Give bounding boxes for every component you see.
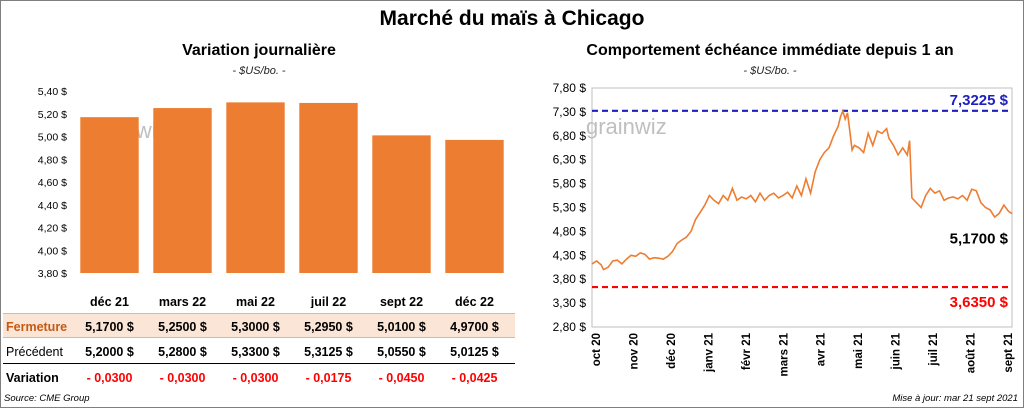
line-x-tick-label: mai 21 xyxy=(853,332,865,368)
bar-y-tick-label: 4,80 $ xyxy=(38,154,67,166)
line-chart: 2,80 $ 3,30 $ 3,80 $ 4,30 $ 4,80 $ 5,30 $ 5,80… xyxy=(553,81,1015,376)
bar-chart-subtitle: - $US/bo. - xyxy=(232,65,286,77)
table-cell: 4,9700 $ xyxy=(450,320,499,334)
row-label: Variation xyxy=(6,371,59,385)
line-x-tick-label: sept 21 xyxy=(1003,332,1015,372)
table-cell: 5,3000 $ xyxy=(231,320,280,334)
bar-y-tick-label: 5,00 $ xyxy=(38,132,67,144)
line-y-tick-label: 6,80 $ xyxy=(553,129,587,143)
line-x-axis: oct 20 nov 20 déc 20 janv 21 févr 21 mars 21 a… xyxy=(591,332,1015,376)
bar xyxy=(445,139,504,273)
table-cell: 5,1700 $ xyxy=(85,320,134,334)
high-value-label: 7,3225 $ xyxy=(950,92,1009,109)
reference-lines: 7,3225 $ 3,6350 $ 5,1700 $ xyxy=(592,92,1012,311)
line-y-tick-label: 4,30 $ xyxy=(553,248,587,262)
bar-chart-title: Variation journalière xyxy=(182,42,336,59)
main-title: Marché du maïs à Chicago xyxy=(379,7,645,30)
bar-y-tick-label: 4,20 $ xyxy=(38,223,67,235)
bar-category-label: juil 22 xyxy=(310,295,346,308)
line-x-tick-label: mars 21 xyxy=(778,332,790,376)
table-cell: 5,3300 $ xyxy=(231,345,280,359)
line-chart-title: Comportement échéance immédiate depuis 1… xyxy=(586,42,954,59)
table-row-precedent: Précédent 5,2000 $ 5,2800 $ 5,3300 $ 5,3125… xyxy=(3,339,515,364)
line-x-tick-label: juil 21 xyxy=(928,332,940,366)
line-plot-area xyxy=(591,87,1013,328)
table-cell: 5,2500 $ xyxy=(158,320,207,334)
line-x-tick-label: nov 20 xyxy=(628,333,640,369)
line-x-tick-label: oct 20 xyxy=(591,333,603,366)
table-cell: 5,2800 $ xyxy=(158,345,207,359)
table-cell: 5,2000 $ xyxy=(85,345,134,359)
line-y-tick-label: 3,80 $ xyxy=(553,272,587,286)
line-x-tick-label: janv 21 xyxy=(703,332,715,373)
row-label: Fermeture xyxy=(6,320,68,334)
line-x-tick-label: déc 20 xyxy=(666,333,678,369)
watermark-logo: grainwiz xyxy=(586,114,667,139)
bar-x-axis: déc 21 mars 22 mai 22 juil 22 sept 22 déc 22 xyxy=(90,295,494,308)
bar-category-label: déc 22 xyxy=(455,295,494,308)
line-x-tick-label: févr 21 xyxy=(741,332,753,370)
bar-marks xyxy=(80,102,504,273)
source-note: Source: CME Group xyxy=(4,393,90,404)
bar xyxy=(299,102,358,273)
last-value-label: 5,1700 $ xyxy=(950,231,1009,248)
line-x-tick-label: juin 21 xyxy=(891,332,903,370)
table-cell: - 0,0300 xyxy=(159,371,206,385)
bar-y-tick-label: 4,00 $ xyxy=(38,245,67,257)
table-cell: - 0,0450 xyxy=(378,371,425,385)
bar xyxy=(372,135,431,273)
daily-variation-panel: Variation journalière - $US/bo. - 3,80 $… xyxy=(3,38,515,388)
table-cell: - 0,0300 xyxy=(232,371,279,385)
table-cell: 5,0550 $ xyxy=(377,345,426,359)
bar-chart: 3,80 $ 4,00 $ 4,20 $ 4,40 $ 4,60 $ 4,80 $ 5,00… xyxy=(38,86,504,308)
bar xyxy=(153,108,212,273)
table-cell: 5,2950 $ xyxy=(304,320,353,334)
bar-y-tick-label: 3,80 $ xyxy=(38,268,67,280)
bar-category-label: mars 22 xyxy=(159,295,206,308)
table-cell: - 0,0175 xyxy=(305,371,352,385)
bar-y-axis: 3,80 $ 4,00 $ 4,20 $ 4,40 $ 4,60 $ 4,80 $ 5,00… xyxy=(38,86,67,280)
table-row-fermeture: Fermeture 5,1700 $ 5,2500 $ 5,3000 $ 5,2950… xyxy=(3,313,515,338)
line-y-tick-label: 5,30 $ xyxy=(553,201,587,215)
line-x-tick-label: avr 21 xyxy=(816,332,828,366)
bar-y-tick-label: 5,40 $ xyxy=(38,86,67,98)
bar xyxy=(226,102,285,273)
line-x-tick-label: août 21 xyxy=(966,332,978,373)
line-y-tick-label: 5,80 $ xyxy=(553,177,587,191)
price-series-line xyxy=(591,108,1013,271)
table-row-variation: Variation - 0,0300 - 0,0300 - 0,0300 - 0,01… xyxy=(3,365,515,390)
low-value-label: 3,6350 $ xyxy=(950,294,1009,311)
line-y-axis: 2,80 $ 3,30 $ 3,80 $ 4,30 $ 4,80 $ 5,30 $ 5,80… xyxy=(553,81,587,334)
bar-y-tick-label: 5,20 $ xyxy=(38,109,67,121)
line-y-tick-label: 4,80 $ xyxy=(553,224,587,238)
bar-category-label: sept 22 xyxy=(380,295,423,308)
bar-category-label: mai 22 xyxy=(236,295,275,308)
table-cell: 5,3125 $ xyxy=(304,345,353,359)
table-cell: 5,0125 $ xyxy=(450,345,499,359)
line-y-tick-label: 3,30 $ xyxy=(553,296,587,310)
bar xyxy=(80,117,139,273)
line-y-tick-label: 7,80 $ xyxy=(553,81,587,95)
update-note: Mise à jour: mar 21 sept 2021 xyxy=(892,393,1018,404)
line-y-tick-label: 6,30 $ xyxy=(553,153,587,167)
line-y-tick-label: 2,80 $ xyxy=(553,320,587,334)
table-cell: - 0,0425 xyxy=(451,371,498,385)
bar-y-tick-label: 4,60 $ xyxy=(38,177,67,189)
nearby-contract-panel: Comportement échéance immédiate depuis 1… xyxy=(520,38,1020,388)
table-cell: 5,0100 $ xyxy=(377,320,426,334)
table-cell: - 0,0300 xyxy=(86,371,133,385)
bar-y-tick-label: 4,40 $ xyxy=(38,200,67,212)
bar-category-label: déc 21 xyxy=(90,295,129,308)
line-chart-subtitle: - $US/bo. - xyxy=(743,65,797,77)
row-label: Précédent xyxy=(6,345,63,359)
line-y-tick-label: 7,30 $ xyxy=(553,105,587,119)
